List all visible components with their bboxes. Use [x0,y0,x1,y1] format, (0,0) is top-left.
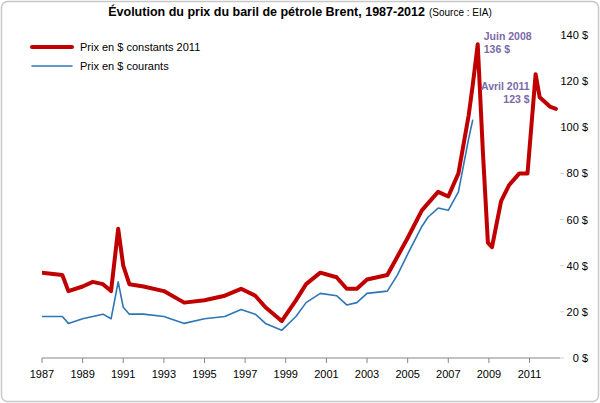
title: Évolution du prix du baril de pétrole Br… [108,4,492,19]
x-tick [488,358,489,363]
x-tick [529,358,530,363]
x-tick [204,358,205,363]
x-tick-label: 2011 [518,368,542,380]
x-tick-label: 2009 [477,368,501,380]
y-tick-label: 120 $ [560,75,588,87]
x-tick-label: 2005 [395,368,419,380]
title-main: Évolution du prix du baril de pétrole Br… [108,4,425,19]
x-tick [448,358,449,363]
annotation: Avril 2011 [481,80,530,92]
x-tick [42,358,43,363]
x-tick [163,358,164,363]
legend-swatch [32,45,72,49]
frame [2,2,599,402]
x-tick [245,358,246,363]
x-axis-line [42,358,560,359]
x-tick [367,358,368,363]
y-tick [560,219,564,220]
annotation: Juin 2008 [484,30,532,42]
legend-label: Prix en $ constants 2011 [80,41,200,53]
y-tick [560,265,564,266]
subtitle: (Source : EIA) [429,7,492,18]
x-tick-label: 1999 [274,368,298,380]
legend-swatch [32,65,72,67]
x-tick-label: 2001 [314,368,338,380]
x-tick [285,358,286,363]
annotation: 136 $ [484,43,510,55]
y-tick-label: 140 $ [560,29,588,41]
y-tick-label: 40 $ [567,260,588,272]
x-tick-label: 1997 [233,368,257,380]
x-tick [123,358,124,363]
x-tick-label: 2007 [436,368,460,380]
series-line [42,44,556,321]
y-tick [560,173,564,174]
x-tick [82,358,83,363]
y-tick [560,311,564,312]
y-tick-label: 60 $ [567,214,588,226]
y-tick [560,358,564,359]
x-tick-label: 2003 [355,368,379,380]
x-tick-label: 1995 [192,368,216,380]
annotation: 123 $ [503,93,529,105]
y-tick-label: 100 $ [560,121,588,133]
y-tick-label: 0 $ [573,352,588,364]
y-tick-label: 20 $ [567,306,588,318]
plot-area [42,44,556,330]
chart: Évolution du prix du baril de pétrole Br… [0,0,600,403]
x-tick [407,358,408,363]
x-tick-label: 1991 [111,368,135,380]
legend-label: Prix en $ courants [80,60,169,72]
y-tick-label: 80 $ [567,167,588,179]
x-tick-label: 1993 [152,368,176,380]
x-tick [326,358,327,363]
x-tick-label: 1989 [70,368,94,380]
x-tick-label: 1987 [30,368,54,380]
